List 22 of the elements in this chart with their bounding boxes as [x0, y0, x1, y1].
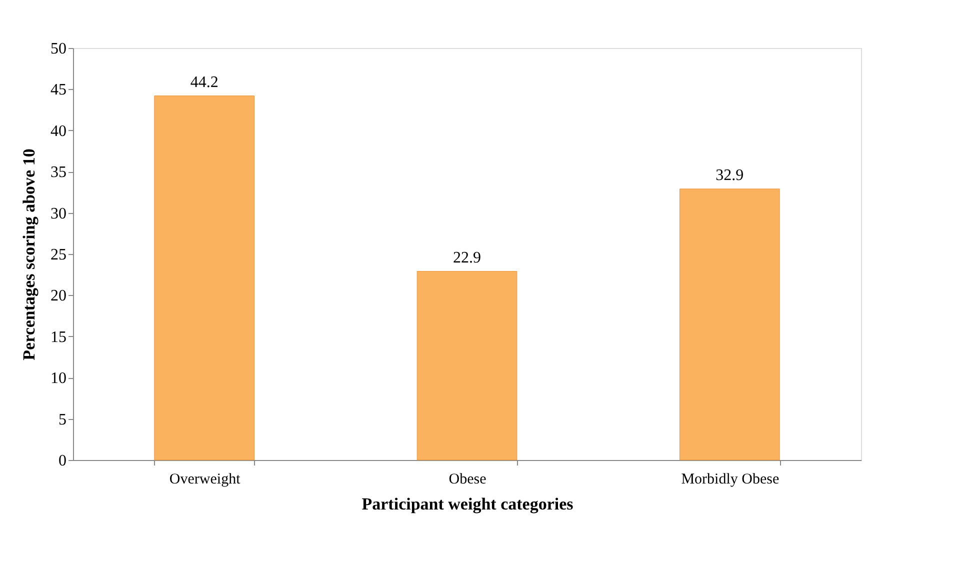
y-tick-label: 5 — [58, 411, 66, 428]
y-tick-label: 10 — [50, 370, 66, 388]
y-tick-label: 40 — [50, 122, 66, 140]
y-axis-title: Percentages scoring above 10 — [20, 148, 38, 360]
x-tick-label: Obese — [448, 472, 487, 488]
y-tick-label: 20 — [50, 288, 66, 305]
bar — [680, 188, 780, 460]
x-tick-label: Overweight — [169, 472, 242, 488]
bar — [416, 271, 518, 460]
x-tick-label: Morbidly Obese — [681, 472, 780, 488]
x-axis-title: Participant weight categories — [362, 494, 574, 514]
data-label: 44.2 — [190, 74, 218, 91]
y-tick-label: 25 — [50, 246, 66, 264]
data-label: 22.9 — [453, 249, 481, 266]
y-tick-label: 50 — [50, 40, 66, 58]
data-label: 32.9 — [716, 166, 744, 184]
y-tick-label: 45 — [50, 82, 66, 99]
bar — [154, 96, 254, 460]
y-tick-label: 15 — [50, 328, 66, 346]
y-tick-label: 0 — [58, 452, 66, 470]
y-tick-label: 30 — [50, 205, 66, 222]
y-tick-label: 35 — [50, 164, 66, 182]
